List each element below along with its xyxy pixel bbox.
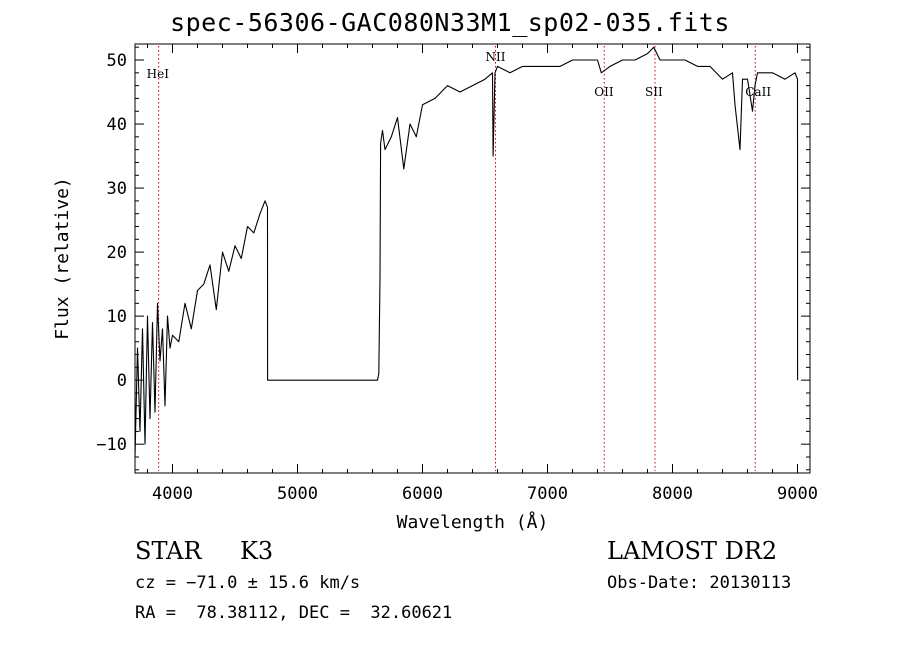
coordinates-label: RA = 78.38112, DEC = 32.60621 [135,603,453,623]
line-marker-label: OII [594,85,614,99]
spectrum-line [134,46,799,458]
line-marker-label: NII [486,50,506,64]
y-tick-label: 40 [107,115,127,135]
x-tick-label: 9000 [777,484,818,504]
line-marker-label: CaII [745,85,771,99]
x-tick-label: 7000 [527,484,568,504]
y-tick-label: −10 [96,435,127,455]
survey-label: LAMOST DR2 [607,537,778,565]
obs-date-label: Obs-Date: 20130113 [607,573,792,593]
x-tick-label: 8000 [652,484,693,504]
y-tick-label: 30 [107,179,127,199]
x-tick-label: 4000 [152,484,193,504]
object-subclass: K3 [240,537,274,565]
x-tick-label: 5000 [277,484,318,504]
y-tick-label: 0 [117,371,127,391]
y-tick-label: 50 [107,51,127,71]
y-tick-label: 20 [107,243,127,263]
line-marker-label: SII [645,85,663,99]
line-marker-label: HeI [147,67,170,81]
x-axis-label: Wavelength (Å) [397,511,549,533]
object-class: STAR [135,537,202,565]
plot-frame [134,43,811,474]
y-tick-label: 10 [107,307,127,327]
y-axis-label: Flux (relative) [52,177,73,340]
redshift-label: cz = −71.0 ± 15.6 km/s [135,573,361,593]
chart-title: spec-56306-GAC080N33M1_sp02-035.fits [170,8,730,37]
x-tick-label: 6000 [402,484,443,504]
